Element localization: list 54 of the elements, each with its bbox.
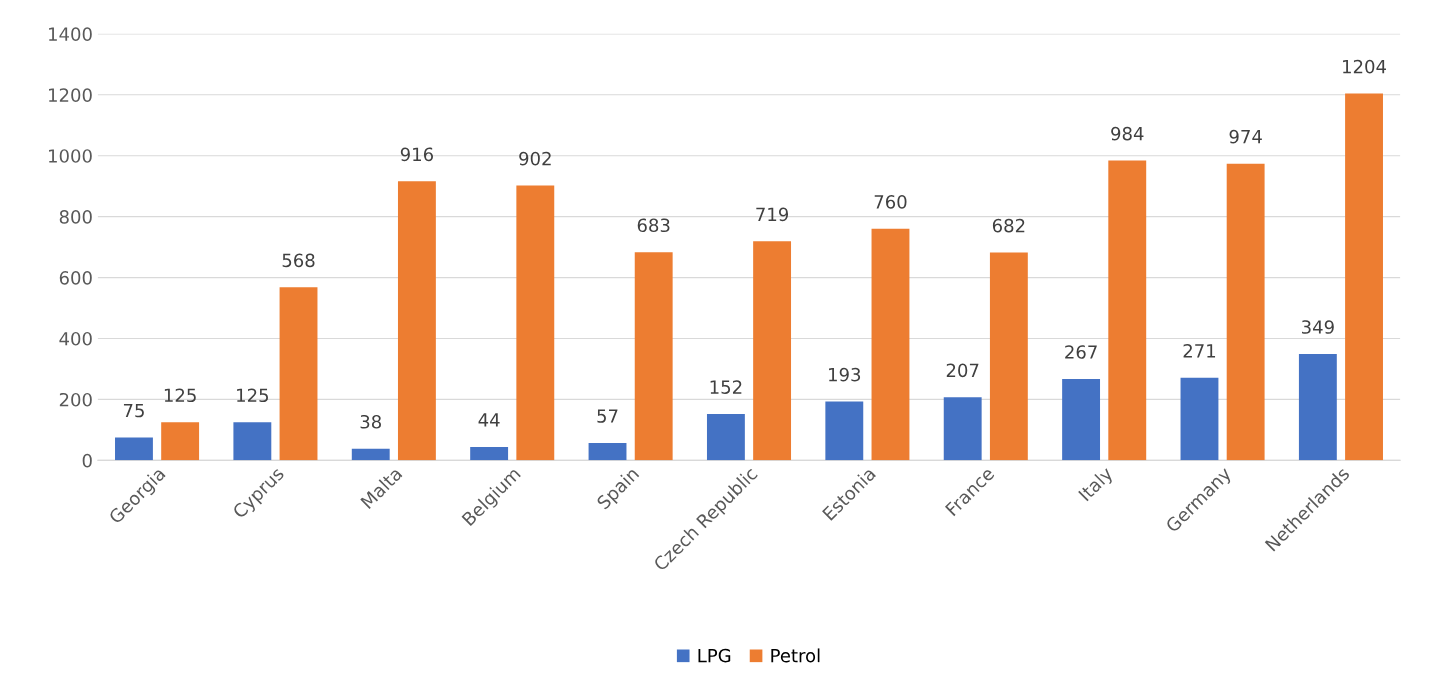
bar xyxy=(516,185,555,461)
y-tick-label: 600 xyxy=(59,271,92,285)
bar xyxy=(279,287,318,461)
bar xyxy=(1226,163,1265,461)
data-label: 984 xyxy=(1111,126,1144,141)
bar xyxy=(1108,160,1147,461)
y-tick-label: 0 xyxy=(82,453,92,468)
y-tick-label: 1400 xyxy=(49,27,92,41)
data-label: 682 xyxy=(992,218,1025,233)
data-label: 125 xyxy=(164,388,196,403)
data-label: 760 xyxy=(874,195,907,209)
y-tick-label: 200 xyxy=(59,392,92,407)
bar xyxy=(634,252,673,461)
bar xyxy=(825,401,864,461)
data-label: 193 xyxy=(829,367,861,382)
bar xyxy=(161,422,200,461)
data-label: 902 xyxy=(519,151,551,166)
bar xyxy=(233,422,272,461)
data-label: 568 xyxy=(282,253,315,268)
bar xyxy=(1298,354,1337,461)
bar xyxy=(351,448,390,461)
bar xyxy=(1345,93,1383,461)
data-label: 683 xyxy=(637,218,670,233)
y-tick-label: 1200 xyxy=(49,88,92,102)
data-label: 75 xyxy=(123,403,144,418)
legend-label: Petrol xyxy=(771,648,820,663)
bar xyxy=(989,252,1028,461)
data-label: 267 xyxy=(1065,345,1097,359)
bar xyxy=(1180,377,1219,461)
y-tick-label: 800 xyxy=(59,210,92,224)
y-tick-label: 400 xyxy=(59,331,92,346)
bar xyxy=(588,442,627,461)
data-label: 916 xyxy=(400,147,434,162)
data-label: 207 xyxy=(946,363,979,378)
bar xyxy=(1062,379,1101,461)
data-label: 38 xyxy=(360,414,381,429)
bar xyxy=(871,228,910,461)
data-label: 152 xyxy=(710,380,742,394)
y-tick-label: 1000 xyxy=(49,149,92,163)
bar xyxy=(470,446,509,461)
bar xyxy=(753,241,792,461)
bar xyxy=(706,414,745,461)
data-label: 719 xyxy=(756,207,789,222)
bar xyxy=(397,181,436,461)
data-label: 57 xyxy=(597,409,618,423)
data-label: 271 xyxy=(1183,343,1216,358)
data-label: 44 xyxy=(478,413,500,427)
data-label: 125 xyxy=(237,388,269,403)
bar xyxy=(115,437,153,461)
data-label: 974 xyxy=(1229,129,1262,144)
bar xyxy=(943,397,982,461)
legend-label: LPG xyxy=(698,648,731,663)
data-label: 1204 xyxy=(1343,59,1386,74)
data-label: 349 xyxy=(1302,320,1334,334)
